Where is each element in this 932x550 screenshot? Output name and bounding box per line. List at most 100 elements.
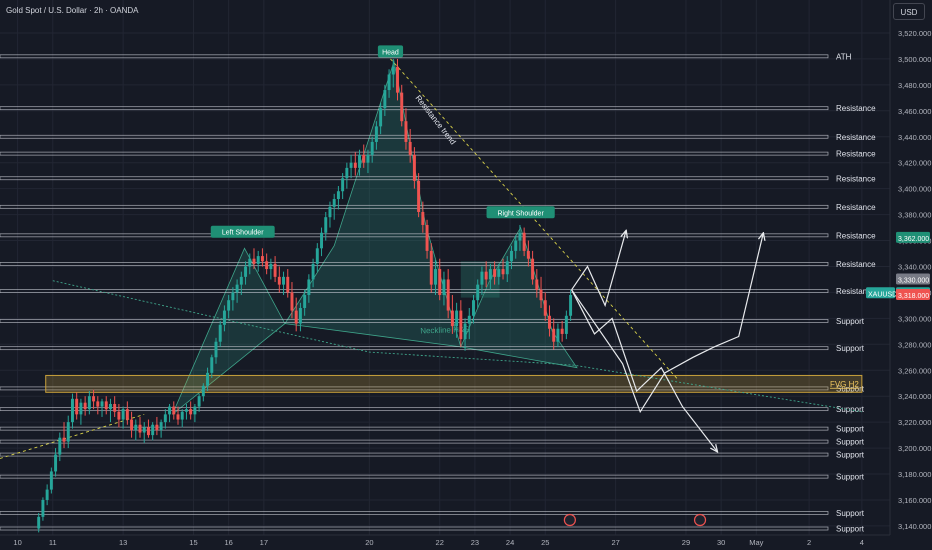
price-tick-label: 3,240.000 bbox=[898, 392, 931, 401]
candle bbox=[362, 154, 366, 163]
pattern-marker-label: Head bbox=[382, 49, 399, 56]
candle bbox=[467, 315, 471, 324]
candle bbox=[476, 284, 480, 301]
price-tick-label: 3,180.000 bbox=[898, 470, 931, 479]
candle bbox=[92, 396, 96, 402]
candle bbox=[379, 108, 383, 127]
resistance-trend-line bbox=[390, 58, 680, 381]
candle bbox=[239, 276, 243, 285]
candle bbox=[543, 300, 547, 316]
candle bbox=[539, 289, 543, 301]
level-label: Support bbox=[836, 425, 865, 434]
head-shoulders-area bbox=[284, 59, 578, 369]
us-flag-icon bbox=[693, 513, 707, 527]
candle bbox=[484, 271, 488, 280]
candle bbox=[366, 154, 370, 163]
candle bbox=[522, 232, 526, 251]
candle bbox=[442, 279, 446, 296]
pattern-marker-box bbox=[210, 225, 275, 238]
time-tick-label: 2 bbox=[807, 538, 811, 547]
level-label: Support bbox=[836, 344, 865, 353]
pattern-marker-box bbox=[377, 45, 404, 58]
candle bbox=[125, 409, 129, 420]
time-tick-label: 27 bbox=[611, 538, 619, 547]
level-line bbox=[0, 452, 829, 457]
candle bbox=[480, 271, 484, 285]
candle bbox=[197, 396, 201, 407]
candle bbox=[113, 403, 117, 412]
candle bbox=[332, 199, 336, 207]
candle bbox=[396, 66, 399, 93]
level-line bbox=[0, 439, 829, 444]
candle bbox=[311, 263, 315, 280]
candle bbox=[336, 191, 340, 200]
candle bbox=[324, 217, 328, 233]
candle bbox=[66, 422, 70, 442]
candle bbox=[75, 398, 79, 415]
candle bbox=[159, 422, 163, 430]
level-line bbox=[0, 262, 829, 266]
candle bbox=[514, 240, 518, 251]
candle bbox=[328, 206, 332, 218]
price-tick-label: 3,480.000 bbox=[898, 81, 931, 90]
candle bbox=[277, 276, 281, 285]
level-line bbox=[0, 204, 829, 209]
candle bbox=[235, 284, 239, 293]
candle bbox=[142, 427, 146, 433]
level-line bbox=[0, 474, 829, 479]
price-tick-label: 3,400.000 bbox=[898, 185, 931, 194]
currency-button[interactable]: USD bbox=[893, 3, 925, 20]
candle bbox=[104, 401, 108, 410]
candle bbox=[58, 437, 62, 455]
time-tick-label: 22 bbox=[436, 538, 444, 547]
candle bbox=[518, 232, 522, 241]
price-tick-label: 3,500.000 bbox=[898, 55, 931, 64]
time-tick-label: 15 bbox=[189, 538, 197, 547]
price-tick-label: 3,220.000 bbox=[898, 418, 931, 427]
candle bbox=[307, 279, 311, 296]
time-tick-label: 17 bbox=[260, 538, 268, 547]
candle bbox=[87, 396, 91, 410]
candle bbox=[49, 471, 53, 490]
candle bbox=[391, 66, 395, 75]
symbol-title[interactable]: Gold Spot / U.S. Dollar · 2h · OANDA bbox=[6, 6, 139, 15]
candle bbox=[168, 406, 172, 415]
candle bbox=[535, 279, 539, 290]
level-line bbox=[0, 289, 829, 293]
candle bbox=[404, 121, 408, 142]
time-tick-label: 29 bbox=[682, 538, 690, 547]
time-tick-label: 20 bbox=[365, 538, 373, 547]
level-label: Resistance bbox=[836, 133, 876, 142]
candle bbox=[303, 295, 307, 308]
level-line bbox=[0, 346, 829, 351]
candle bbox=[298, 307, 302, 324]
price-tick-label: 3,380.000 bbox=[898, 211, 931, 220]
level-line bbox=[0, 134, 829, 139]
candle bbox=[501, 269, 505, 275]
level-label: ATH bbox=[836, 52, 852, 61]
candle bbox=[400, 92, 404, 122]
candle bbox=[248, 258, 252, 267]
candle bbox=[100, 401, 104, 407]
candle bbox=[383, 90, 387, 109]
price-tick-label: 3,420.000 bbox=[898, 159, 931, 168]
candle bbox=[244, 266, 248, 277]
price-tick-label: 3,300.000 bbox=[898, 314, 931, 323]
price-badge-label: 3,362.000 bbox=[898, 236, 929, 243]
time-tick-label: 10 bbox=[13, 538, 21, 547]
candle bbox=[108, 403, 112, 410]
candle bbox=[286, 276, 290, 293]
candle bbox=[151, 424, 155, 436]
candle bbox=[472, 300, 475, 316]
candle bbox=[130, 419, 134, 430]
candle bbox=[497, 269, 501, 277]
candle bbox=[282, 276, 286, 285]
candle bbox=[96, 401, 100, 407]
time-tick-label: 23 bbox=[471, 538, 479, 547]
candle bbox=[37, 516, 41, 529]
candle bbox=[273, 263, 277, 277]
candle bbox=[446, 279, 450, 311]
candle bbox=[70, 398, 74, 423]
candle bbox=[290, 292, 294, 311]
